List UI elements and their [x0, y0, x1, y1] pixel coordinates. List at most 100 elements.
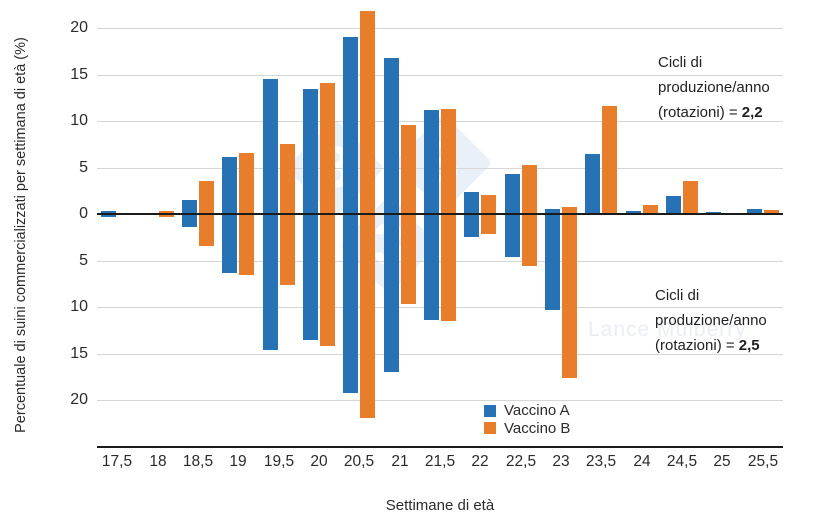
- annotation-prefix: (rotazioni) =: [658, 104, 742, 121]
- bar-vaccino-a: [384, 58, 399, 214]
- x-tick-label: 24,5: [666, 453, 698, 470]
- annotation-value: 2,5: [738, 337, 760, 354]
- annotation-line: Cicli di: [655, 287, 700, 304]
- bar-vaccino-b: [320, 214, 335, 346]
- gridline: [97, 354, 783, 355]
- bar-vaccino-b: [280, 144, 295, 214]
- bar-vaccino-a: [545, 214, 560, 310]
- bar-vaccino-a: [303, 214, 318, 340]
- bar-vaccino-b: [441, 214, 456, 321]
- bar-vaccino-b: [764, 210, 779, 214]
- y-tick-label: 5: [79, 159, 88, 176]
- bar-vaccino-a: [666, 196, 681, 214]
- gridline: [97, 121, 783, 122]
- annotation-line: (rotazioni) = 2,2: [658, 100, 770, 125]
- bar-vaccino-a: [505, 214, 520, 257]
- bar-vaccino-b: [280, 214, 295, 285]
- gridline: [97, 307, 783, 308]
- bar-vaccino-b: [522, 214, 537, 266]
- legend: Vaccino A Vaccino B: [484, 402, 570, 437]
- bar-vaccino-b: [159, 211, 174, 214]
- bar-vaccino-a: [424, 110, 439, 214]
- gridline: [97, 28, 783, 29]
- legend-label: Vaccino A: [504, 402, 570, 420]
- bar-vaccino-a: [263, 79, 278, 214]
- annotation-line: produzione/anno: [658, 79, 770, 96]
- gridline: [97, 75, 783, 76]
- bar-vaccino-b: [159, 214, 174, 217]
- y-tick-label: 5: [79, 252, 88, 269]
- bar-vaccino-b: [562, 207, 577, 214]
- x-tick-label: 22,5: [505, 453, 537, 470]
- bar-vaccino-a: [384, 214, 399, 372]
- legend-item-vaccino-a: Vaccino A: [484, 402, 570, 420]
- bar-vaccino-b: [562, 214, 577, 378]
- bar-vaccino-b: [401, 125, 416, 214]
- annotation-prefix: (rotazioni) =: [655, 337, 739, 354]
- bar-vaccino-a: [182, 214, 197, 227]
- legend-item-vaccino-b: Vaccino B: [484, 420, 570, 438]
- bar-vaccino-b: [602, 106, 617, 214]
- bar-vaccino-b: [320, 83, 335, 214]
- annotation-line: (rotazioni) = 2,5: [655, 333, 767, 358]
- bar-vaccino-a: [343, 214, 358, 393]
- y-tick-label: 20: [70, 391, 88, 408]
- x-tick-label: 24: [633, 453, 651, 470]
- bar-vaccino-b: [481, 195, 496, 214]
- legend-swatch-vaccino-a: [484, 404, 496, 417]
- bar-vaccino-a: [101, 211, 116, 214]
- bar-vaccino-b: [199, 181, 214, 214]
- bar-vaccino-b: [522, 165, 537, 214]
- bar-vaccino-a: [303, 89, 318, 214]
- bar-vaccino-a: [182, 200, 197, 214]
- x-tick-label: 19: [229, 453, 247, 470]
- bar-vaccino-a: [505, 174, 520, 214]
- y-tick-label: 10: [70, 112, 88, 129]
- x-tick-label: 18,5: [182, 453, 214, 470]
- legend-label: Vaccino B: [504, 419, 571, 437]
- y-tick-label: 15: [70, 66, 88, 83]
- gridline: [97, 400, 783, 401]
- bar-vaccino-b: [643, 205, 658, 214]
- gridline: [97, 168, 783, 169]
- gridline: [97, 261, 783, 262]
- bar-vaccino-b: [199, 214, 214, 246]
- x-tick-label: 22: [471, 453, 489, 470]
- y-axis-title: Percentuale di suini commercializzati pe…: [13, 37, 29, 433]
- watermark-name-text: Lance Mulberry: [588, 318, 747, 341]
- x-tick-label: 18: [149, 453, 167, 470]
- annotation-value: 2,2: [741, 104, 763, 121]
- annotation-line: Cicli di: [658, 54, 703, 71]
- y-tick-label: 15: [70, 345, 88, 362]
- x-tick-label: 23: [552, 453, 570, 470]
- bar-vaccino-a: [101, 214, 116, 217]
- bar-vaccino-a: [424, 214, 439, 320]
- bar-vaccino-a: [626, 211, 641, 214]
- annotation-rotations-bottom: Cicli di produzione/anno (rotazioni) = 2…: [655, 283, 767, 358]
- x-axis-title: Settimane di età: [385, 497, 495, 514]
- bar-vaccino-b: [401, 214, 416, 304]
- x-axis-line: [97, 446, 783, 448]
- bar-vaccino-a: [222, 157, 237, 214]
- bar-vaccino-a: [222, 214, 237, 273]
- bar-vaccino-b: [360, 214, 375, 418]
- bar-vaccino-a: [263, 214, 278, 350]
- bar-vaccino-a: [585, 154, 600, 214]
- annotation-line: produzione/anno: [655, 312, 767, 329]
- bar-vaccino-b: [441, 109, 456, 214]
- x-tick-label: 25,5: [747, 453, 779, 470]
- bar-vaccino-a: [747, 209, 762, 214]
- annotation-rotations-top: Cicli di produzione/anno (rotazioni) = 2…: [658, 50, 770, 125]
- y-tick-label: 20: [70, 19, 88, 36]
- x-tick-label: 17,5: [101, 453, 133, 470]
- bar-vaccino-b: [360, 11, 375, 214]
- x-tick-label: 21,5: [424, 453, 456, 470]
- x-tick-label: 20: [310, 453, 328, 470]
- zero-axis-line: [97, 213, 783, 215]
- bar-vaccino-b: [683, 181, 698, 214]
- bar-vaccino-a: [464, 192, 479, 214]
- legend-swatch-vaccino-b: [484, 422, 496, 435]
- bar-vaccino-b: [239, 153, 254, 214]
- x-tick-label: 20,5: [343, 453, 375, 470]
